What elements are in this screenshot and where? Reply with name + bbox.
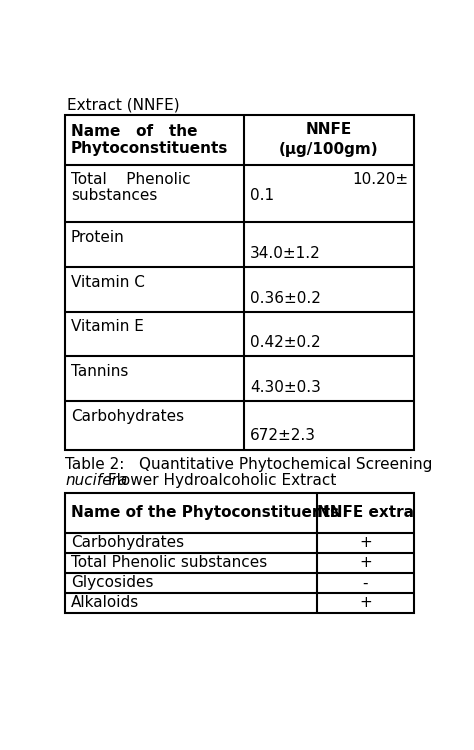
Text: Flower Hydroalcoholic Extract: Flower Hydroalcoholic Extract xyxy=(103,472,337,488)
Text: +: + xyxy=(359,536,372,550)
Text: 0.42±0.2: 0.42±0.2 xyxy=(250,335,320,350)
Text: -: - xyxy=(363,575,368,590)
Text: Alkaloids: Alkaloids xyxy=(71,596,139,610)
Text: NNFE: NNFE xyxy=(306,122,352,137)
Bar xyxy=(65,493,414,613)
Text: 0.1: 0.1 xyxy=(250,188,274,202)
Text: Vitamin E: Vitamin E xyxy=(71,320,144,334)
Text: Table 2:   Quantitative Phytochemical Screening: Table 2: Quantitative Phytochemical Scre… xyxy=(65,458,433,472)
Text: Name   of   the: Name of the xyxy=(71,124,197,139)
Bar xyxy=(65,115,414,449)
Text: 672±2.3: 672±2.3 xyxy=(250,428,316,443)
Text: Glycosides: Glycosides xyxy=(71,575,154,590)
Text: 10.20±: 10.20± xyxy=(352,172,408,188)
Text: +: + xyxy=(359,596,372,610)
Text: Vitamin C: Vitamin C xyxy=(71,274,145,290)
Text: Name of the Phytoconstituents: Name of the Phytoconstituents xyxy=(71,506,339,520)
Text: Total    Phenolic: Total Phenolic xyxy=(71,172,191,188)
Text: nucifera: nucifera xyxy=(65,472,128,488)
Text: Carbohydrates: Carbohydrates xyxy=(71,536,184,550)
Text: Extract (NNFE): Extract (NNFE) xyxy=(67,98,180,112)
Text: +: + xyxy=(359,555,372,570)
Text: Tannins: Tannins xyxy=(71,364,128,379)
Text: Phytoconstituents: Phytoconstituents xyxy=(71,141,228,156)
Text: Carbohydrates: Carbohydrates xyxy=(71,409,184,424)
Text: (μg/100gm): (μg/100gm) xyxy=(279,142,379,158)
Text: 34.0±1.2: 34.0±1.2 xyxy=(250,246,320,261)
Text: substances: substances xyxy=(71,188,157,202)
Text: Protein: Protein xyxy=(71,230,125,245)
Text: NNFE extra: NNFE extra xyxy=(317,506,414,520)
Text: 4.30±0.3: 4.30±0.3 xyxy=(250,380,321,395)
Text: Total Phenolic substances: Total Phenolic substances xyxy=(71,555,267,570)
Text: 0.36±0.2: 0.36±0.2 xyxy=(250,290,321,305)
